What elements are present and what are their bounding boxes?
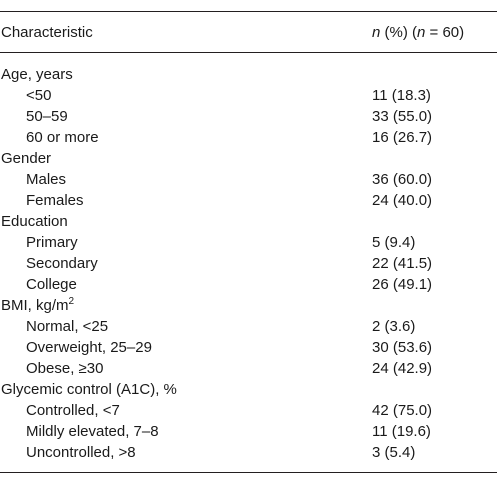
label-text: BMI, kg/m	[1, 297, 69, 314]
row-value: 42 (75.0)	[372, 402, 433, 419]
table-row: Normal, <25 2 (3.6)	[0, 316, 497, 337]
row-label: Females	[26, 190, 84, 211]
label-text: Females	[26, 192, 84, 209]
row-value: 22 (41.5)	[372, 255, 433, 272]
column-header-characteristic: Characteristic	[1, 24, 93, 41]
row-label: Uncontrolled, >8	[26, 442, 136, 463]
table-group-row: Glycemic control (A1C), %	[0, 379, 497, 400]
row-value: 16 (26.7)	[372, 129, 433, 146]
table-row: Uncontrolled, >8 3 (5.4)	[0, 442, 497, 463]
table-row: Primary 5 (9.4)	[0, 232, 497, 253]
row-label: 50–59	[26, 106, 68, 127]
label-text: 50–59	[26, 108, 68, 125]
table-top-rule	[0, 11, 497, 12]
table-group-row: BMI, kg/m2	[0, 295, 497, 316]
table-row: Females 24 (40.0)	[0, 190, 497, 211]
table-header-row: Characteristic n (%) (n = 60)	[0, 22, 497, 44]
row-value: 3 (5.4)	[372, 444, 416, 461]
label-text: Obese, ≥30	[26, 360, 104, 377]
label-text: Mildly elevated, 7–8	[26, 423, 159, 440]
table-row: Males 36 (60.0)	[0, 169, 497, 190]
row-label: College	[26, 274, 77, 295]
row-label: Overweight, 25–29	[26, 337, 152, 358]
label-text: Primary	[26, 234, 78, 251]
percent-label: (%) (	[380, 24, 418, 41]
label-text: Males	[26, 171, 67, 188]
row-value: 5 (9.4)	[372, 234, 416, 251]
row-value: 24 (40.0)	[372, 192, 433, 209]
label-text: 60 or more	[26, 129, 99, 146]
table-row: Mildly elevated, 7–8 11 (19.6)	[0, 421, 497, 442]
label-text: Secondary	[26, 255, 98, 272]
label-text: Uncontrolled, >8	[26, 444, 136, 461]
group-label: Glycemic control (A1C), %	[1, 379, 177, 400]
table-row: <50 11 (18.3)	[0, 85, 497, 106]
label-text: Glycemic control (A1C), %	[1, 381, 177, 398]
row-value: 11 (18.3)	[372, 87, 431, 104]
row-value: 24 (42.9)	[372, 360, 433, 377]
row-value: 36 (60.0)	[372, 171, 433, 188]
row-value: 11 (19.6)	[372, 423, 431, 440]
row-label: Normal, <25	[26, 316, 108, 337]
label-text: Overweight, 25–29	[26, 339, 152, 356]
label-text: College	[26, 276, 77, 293]
group-label: Age, years	[1, 64, 73, 85]
row-value: 2 (3.6)	[372, 318, 416, 335]
column-header-n-percent: n (%) (n = 60)	[372, 22, 464, 44]
n-symbol: n	[372, 24, 381, 41]
group-label: Gender	[1, 148, 51, 169]
table-row: Controlled, <7 42 (75.0)	[0, 400, 497, 421]
table-row: 60 or more 16 (26.7)	[0, 127, 497, 148]
label-text: Education	[1, 213, 68, 230]
table-header-rule	[0, 52, 497, 53]
row-label: Males	[26, 169, 66, 190]
total-count: = 60)	[425, 24, 465, 41]
superscript: 2	[68, 296, 75, 307]
row-label: Secondary	[26, 253, 98, 274]
row-value: 30 (53.6)	[372, 339, 433, 356]
row-label: Mildly elevated, 7–8	[26, 421, 159, 442]
row-value: 33 (55.0)	[372, 108, 433, 125]
label-text: Controlled, <7	[26, 402, 120, 419]
row-label: 60 or more	[26, 127, 99, 148]
table-body: Age, years <50 11 (18.3) 50–59 33 (55.0) 60 o…	[0, 64, 497, 463]
table-row: Obese, ≥30 24 (42.9)	[0, 358, 497, 379]
table-row: College 26 (49.1)	[0, 274, 497, 295]
label-text: Age, years	[1, 66, 73, 83]
group-label: Education	[1, 211, 68, 232]
table-row: Overweight, 25–29 30 (53.6)	[0, 337, 497, 358]
label-text: <50	[26, 87, 52, 104]
row-label: Primary	[26, 232, 78, 253]
row-label: Controlled, <7	[26, 400, 120, 421]
table-bottom-rule	[0, 472, 497, 473]
table-row: 50–59 33 (55.0)	[0, 106, 497, 127]
group-label: BMI, kg/m2	[1, 295, 74, 316]
label-text: Normal, <25	[26, 318, 109, 335]
n-symbol-2: n	[417, 24, 426, 41]
row-label: Obese, ≥30	[26, 358, 103, 379]
table-group-row: Education	[0, 211, 497, 232]
table-group-row: Age, years	[0, 64, 497, 85]
table-group-row: Gender	[0, 148, 497, 169]
row-value: 26 (49.1)	[372, 276, 433, 293]
row-label: <50	[26, 85, 51, 106]
table-row: Secondary 22 (41.5)	[0, 253, 497, 274]
label-text: Gender	[1, 150, 52, 167]
